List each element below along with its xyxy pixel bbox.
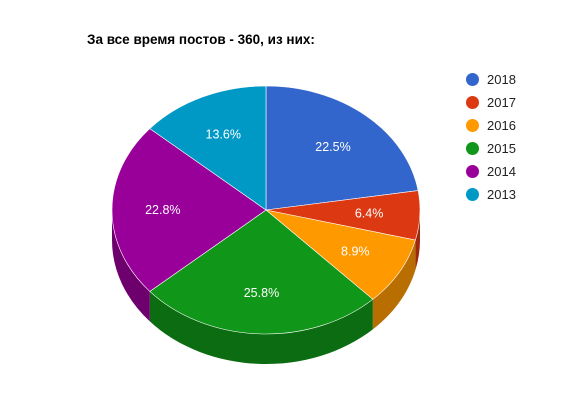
slice-label-2016: 8.9% [341,245,370,259]
pie-slice-2016[interactable] [265,209,416,300]
pie-side-2014 [112,210,150,322]
legend-item-2018[interactable]: 2018 [466,68,516,91]
legend-label-2018: 2018 [487,72,516,87]
legend-label-2016: 2016 [487,118,516,133]
pie-slice-2018[interactable] [265,85,419,211]
slice-label-2015: 25.8% [244,286,279,300]
pie-slice-2015[interactable] [149,209,374,335]
legend-swatch-2015 [466,142,479,155]
slice-label-2018: 22.5% [315,140,350,154]
slice-label-2014: 22.8% [145,203,180,217]
legend-item-2015[interactable]: 2015 [466,137,516,160]
pie-slice-2014[interactable] [111,128,267,292]
legend-swatch-2017 [466,96,479,109]
legend-swatch-2014 [466,165,479,178]
legend-label-2017: 2017 [487,95,516,110]
pie-side-2017 [415,210,420,271]
legend-label-2014: 2014 [487,164,516,179]
pie-slice-2013[interactable] [149,85,267,211]
pie-side-2015 [149,291,373,365]
legend: 2018 2017 2016 2015 2014 2013 [466,68,516,206]
slice-label-2013: 13.6% [206,127,241,141]
chart-title: За все время постов - 360, из них: [87,32,315,47]
legend-label-2013: 2013 [487,187,516,202]
legend-swatch-2018 [466,73,479,86]
legend-swatch-2013 [466,188,479,201]
legend-label-2015: 2015 [487,141,516,156]
pie-labels: 22.5% 6.4% 8.9% 25.8% 22.8% 13.6% [145,127,383,300]
legend-item-2016[interactable]: 2016 [466,114,516,137]
pie-slices [111,85,421,335]
pie-side-2016 [372,240,416,330]
slice-label-2017: 6.4% [355,207,384,221]
legend-item-2017[interactable]: 2017 [466,91,516,114]
pie-sides [112,210,420,365]
legend-item-2013[interactable]: 2013 [466,183,516,206]
legend-item-2014[interactable]: 2014 [466,160,516,183]
legend-swatch-2016 [466,119,479,132]
